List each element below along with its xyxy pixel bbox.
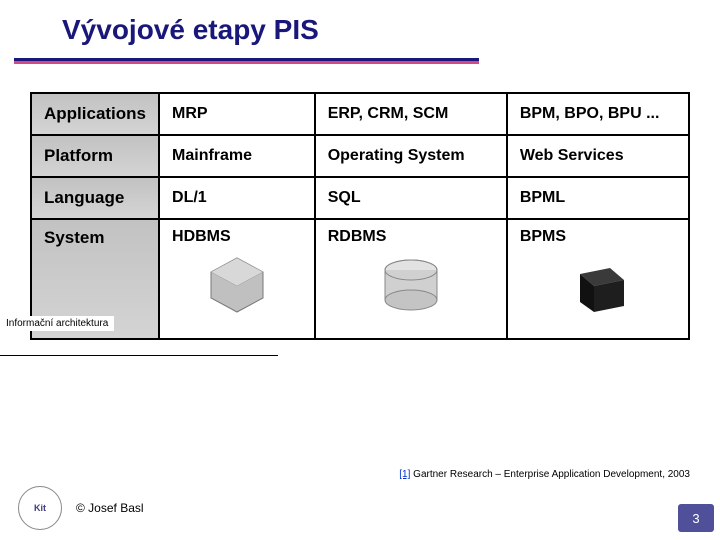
- cell: BPML: [507, 177, 689, 219]
- cell: Web Services: [507, 135, 689, 177]
- cell: ERP, CRM, SCM: [315, 93, 507, 135]
- table-row: Applications MRP ERP, CRM, SCM BPM, BPO,…: [31, 93, 689, 135]
- row-header-applications: Applications: [31, 93, 159, 135]
- cell: Operating System: [315, 135, 507, 177]
- hexagon-icon: [205, 256, 269, 314]
- footer: Kit © Josef Basl: [0, 486, 720, 530]
- cell-label: RDBMS: [328, 228, 387, 246]
- kit-logo-icon: Kit: [18, 486, 62, 530]
- slide-title: Vývojové etapy PIS: [62, 14, 319, 46]
- stages-table: Applications MRP ERP, CRM, SCM BPM, BPO,…: [30, 92, 690, 340]
- slide: Vývojové etapy PIS Applications MRP ERP,…: [0, 0, 720, 540]
- cell: BPM, BPO, BPU ...: [507, 93, 689, 135]
- citation: [1] Gartner Research – Enterprise Applic…: [399, 469, 690, 480]
- table-row: Platform Mainframe Operating System Web …: [31, 135, 689, 177]
- citation-ref[interactable]: [1]: [399, 469, 410, 480]
- cylinder-icon: [379, 256, 443, 314]
- copyright: © Josef Basl: [76, 501, 144, 515]
- side-divider: [0, 355, 278, 356]
- row-header-platform: Platform: [31, 135, 159, 177]
- cell-label: BPMS: [520, 228, 566, 246]
- citation-text: Gartner Research – Enterprise Applicatio…: [410, 469, 690, 480]
- table-row: System HDBMS RDBMS: [31, 219, 689, 339]
- cell: DL/1: [159, 177, 315, 219]
- page-number: 3: [678, 504, 714, 532]
- row-header-language: Language: [31, 177, 159, 219]
- title-underline: [14, 58, 479, 64]
- cell: Mainframe: [159, 135, 315, 177]
- cube-icon: [566, 256, 630, 316]
- cell: SQL: [315, 177, 507, 219]
- cell-label: HDBMS: [172, 228, 231, 246]
- cell: BPMS: [507, 219, 689, 339]
- cell: HDBMS: [159, 219, 315, 339]
- table-row: Language DL/1 SQL BPML: [31, 177, 689, 219]
- cell: MRP: [159, 93, 315, 135]
- side-label: Informační architektura: [0, 316, 114, 331]
- cell: RDBMS: [315, 219, 507, 339]
